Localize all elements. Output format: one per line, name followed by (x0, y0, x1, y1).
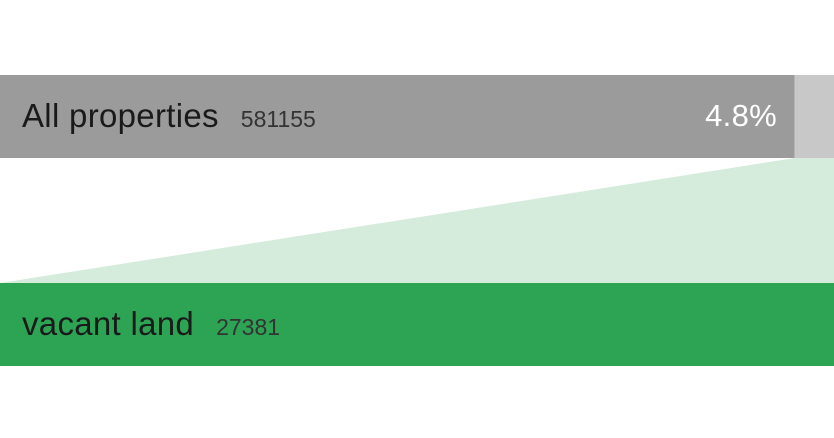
share-segment (794, 75, 834, 158)
total-row-count: 581155 (240, 106, 316, 132)
subset-row-count: 27381 (216, 314, 281, 340)
subset-row-name: vacant land (22, 305, 195, 342)
connector-wedge (0, 158, 834, 283)
subset-row-label: vacant land 27381 (22, 305, 280, 343)
total-row-name: All properties (22, 97, 219, 134)
total-bar (0, 75, 795, 158)
total-row-label: All properties 581155 (22, 97, 316, 135)
subset-bar (0, 283, 834, 366)
share-percent-label: 4.8% (705, 98, 777, 133)
